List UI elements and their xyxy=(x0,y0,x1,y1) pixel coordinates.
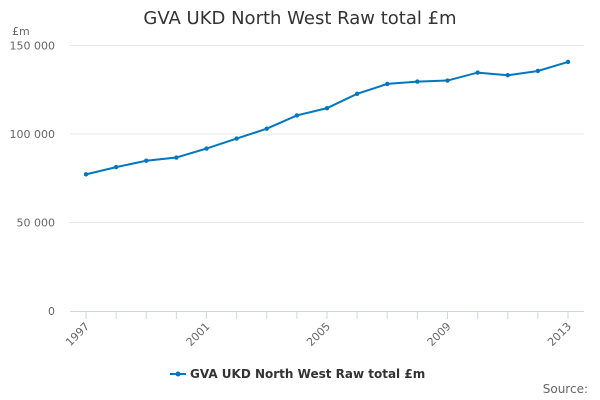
x-tick-label: 2009 xyxy=(425,320,454,349)
data-point xyxy=(415,79,420,84)
y-tick-label: 0 xyxy=(48,305,55,318)
data-point xyxy=(83,172,89,177)
data-point xyxy=(294,113,300,118)
data-point xyxy=(204,146,209,151)
x-tick-label: 2005 xyxy=(304,320,333,349)
legend-label: GVA UKD North West Raw total £m xyxy=(190,367,425,381)
y-tick-label: 50 000 xyxy=(17,217,56,230)
x-tick-label: 2013 xyxy=(545,320,574,349)
data-point xyxy=(385,81,390,87)
y-tick-label: 100 000 xyxy=(10,128,56,141)
x-tick-label: 1997 xyxy=(63,320,92,349)
y-tick-label: 150 000 xyxy=(10,40,56,53)
x-tick-label: 2001 xyxy=(184,320,213,349)
data-point xyxy=(505,73,510,78)
data-point xyxy=(475,70,480,75)
data-point xyxy=(144,158,149,163)
data-point xyxy=(445,78,450,83)
data-point xyxy=(174,155,179,160)
legend-marker-icon xyxy=(175,371,181,377)
source-label: Source: xyxy=(542,382,588,396)
data-point xyxy=(324,105,330,111)
data-point xyxy=(565,59,571,65)
y-axis-unit-label: £m xyxy=(12,25,30,38)
data-point xyxy=(113,164,119,170)
data-point xyxy=(234,136,239,141)
data-point xyxy=(264,126,269,131)
chart-title: GVA UKD North West Raw total £m xyxy=(143,8,457,29)
series-line xyxy=(85,61,569,176)
data-point xyxy=(535,68,541,74)
data-point xyxy=(354,91,360,97)
